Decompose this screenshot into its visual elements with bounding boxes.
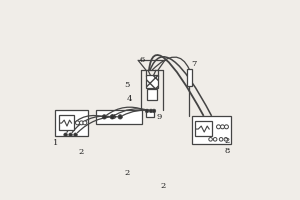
Circle shape <box>64 133 68 137</box>
Text: 2: 2 <box>79 148 84 156</box>
Circle shape <box>220 125 224 129</box>
Circle shape <box>219 138 223 141</box>
Bar <box>192 116 231 144</box>
Text: 5: 5 <box>124 81 130 89</box>
Circle shape <box>102 115 106 119</box>
Text: 6: 6 <box>140 56 145 64</box>
Circle shape <box>213 138 217 141</box>
Text: 8: 8 <box>225 147 230 155</box>
Text: 4: 4 <box>126 95 132 103</box>
Circle shape <box>69 133 72 137</box>
Text: 1: 1 <box>53 139 58 147</box>
Bar <box>55 110 88 136</box>
Circle shape <box>110 115 114 119</box>
Bar <box>96 110 142 124</box>
Circle shape <box>145 109 149 113</box>
Text: 2: 2 <box>160 182 166 190</box>
Bar <box>147 89 157 100</box>
Text: 2: 2 <box>225 137 230 145</box>
Text: 3: 3 <box>111 113 116 121</box>
Circle shape <box>224 125 229 129</box>
Bar <box>146 75 158 88</box>
Text: 7: 7 <box>191 60 196 68</box>
Circle shape <box>118 115 122 119</box>
Circle shape <box>76 121 80 125</box>
Bar <box>187 69 192 86</box>
Text: 2: 2 <box>124 169 130 177</box>
Circle shape <box>80 121 83 125</box>
Circle shape <box>209 138 212 141</box>
Bar <box>58 115 74 130</box>
Circle shape <box>217 125 220 129</box>
Circle shape <box>74 133 77 137</box>
Text: 9: 9 <box>156 113 162 121</box>
Circle shape <box>152 109 156 113</box>
Circle shape <box>224 138 228 141</box>
Circle shape <box>149 109 153 113</box>
Bar <box>146 110 154 117</box>
Bar <box>195 121 212 136</box>
Circle shape <box>83 121 87 125</box>
